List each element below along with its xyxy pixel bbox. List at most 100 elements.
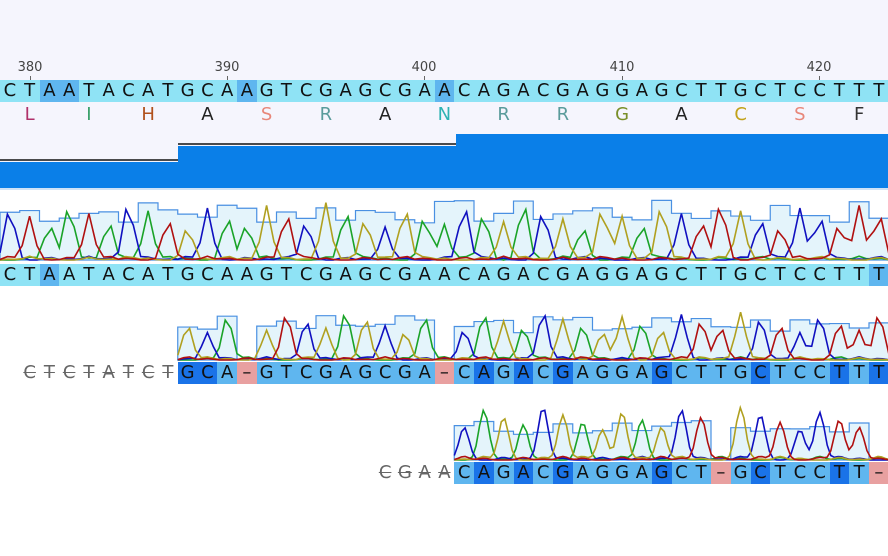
base[interactable]: C (197, 264, 218, 286)
base[interactable]: T (711, 80, 731, 102)
base[interactable]: C (296, 264, 316, 286)
base[interactable]: G (395, 80, 415, 102)
base[interactable]: T (711, 362, 731, 384)
base[interactable]: A (572, 362, 593, 384)
base[interactable]: G (316, 80, 336, 102)
base[interactable]: G (592, 362, 613, 384)
gap-base[interactable]: – (869, 462, 888, 484)
base[interactable]: A (217, 80, 237, 102)
base[interactable]: G (651, 80, 672, 102)
base[interactable]: A (513, 80, 534, 102)
base[interactable]: C (0, 264, 20, 286)
base[interactable]: G (592, 264, 613, 286)
base[interactable]: T (158, 80, 178, 102)
read2-sequence[interactable]: C G A A C A G A C G A G G A G C T – G C T C C T T – (0, 462, 888, 484)
base[interactable]: C (296, 362, 316, 384)
read1-sequence[interactable]: C T C T A T C T G C A – G T C G A G C G A – C A G A C G A G G A G C T T G C T C… (0, 362, 888, 384)
base[interactable]: A (59, 264, 79, 286)
base[interactable]: A (414, 80, 435, 102)
base[interactable]: G (553, 80, 573, 102)
base[interactable]: T (691, 80, 711, 102)
base[interactable]: C (0, 80, 20, 102)
base[interactable]: C (454, 362, 474, 384)
base[interactable]: T (79, 80, 99, 102)
base[interactable]: T (691, 362, 711, 384)
base[interactable]: T (276, 362, 297, 384)
base[interactable]: C (790, 462, 810, 484)
base[interactable]: G (730, 362, 751, 384)
base[interactable]: T (158, 264, 178, 286)
base[interactable]: A (414, 362, 435, 384)
base[interactable]: G (256, 264, 277, 286)
base[interactable]: C (454, 264, 474, 286)
base[interactable]: A (39, 264, 60, 286)
base[interactable]: C (809, 80, 830, 102)
base[interactable]: T (711, 264, 731, 286)
base[interactable]: C (790, 264, 810, 286)
base[interactable]: T (276, 80, 297, 102)
base[interactable]: A (572, 80, 593, 102)
base[interactable]: C (296, 80, 316, 102)
base[interactable]: A (414, 264, 435, 286)
base[interactable]: A (138, 264, 158, 286)
base[interactable]: C (197, 80, 218, 102)
base[interactable]: G (651, 362, 672, 384)
base[interactable]: G (612, 462, 632, 484)
base[interactable]: T (829, 462, 850, 484)
base[interactable]: T (829, 362, 850, 384)
base[interactable]: A (59, 80, 79, 102)
base[interactable]: A (572, 462, 593, 484)
base[interactable]: T (849, 264, 869, 286)
base[interactable]: G (316, 264, 336, 286)
base[interactable]: C (809, 462, 830, 484)
base[interactable]: T (79, 264, 99, 286)
base[interactable]: A (513, 462, 534, 484)
base[interactable]: C (750, 264, 771, 286)
base[interactable]: G (355, 80, 376, 102)
base[interactable]: A (335, 80, 356, 102)
base[interactable]: G (592, 80, 613, 102)
base[interactable]: A (474, 462, 494, 484)
base[interactable]: C (671, 80, 692, 102)
base[interactable]: A (98, 264, 119, 286)
base[interactable]: A (513, 362, 534, 384)
base[interactable]: C (118, 264, 139, 286)
base[interactable]: T (770, 264, 790, 286)
base[interactable]: G (730, 462, 751, 484)
base[interactable]: C (533, 462, 553, 484)
base[interactable]: T (770, 80, 790, 102)
base[interactable]: A (474, 264, 494, 286)
base[interactable]: T (770, 362, 790, 384)
base[interactable]: A (138, 80, 158, 102)
base[interactable]: A (632, 264, 652, 286)
base[interactable]: A (237, 80, 257, 102)
base[interactable]: G (177, 80, 198, 102)
base[interactable]: G (612, 80, 632, 102)
base[interactable]: T (829, 80, 850, 102)
base[interactable]: A (513, 264, 534, 286)
base[interactable]: G (730, 264, 751, 286)
base[interactable]: C (671, 462, 692, 484)
base[interactable]: A (474, 80, 494, 102)
base[interactable]: T (770, 462, 790, 484)
base[interactable]: G (256, 80, 277, 102)
base[interactable]: T (691, 264, 711, 286)
base[interactable]: A (217, 362, 237, 384)
base[interactable]: T (869, 362, 888, 384)
base[interactable]: C (533, 362, 553, 384)
base[interactable]: C (533, 80, 553, 102)
base[interactable]: G (177, 362, 198, 384)
base[interactable]: G (553, 462, 573, 484)
gap-base[interactable]: – (711, 462, 731, 484)
base[interactable]: A (39, 80, 60, 102)
base[interactable]: A (98, 80, 119, 102)
base[interactable]: G (256, 362, 277, 384)
base[interactable]: C (118, 80, 139, 102)
base[interactable]: C (533, 264, 553, 286)
base[interactable]: C (454, 462, 474, 484)
base[interactable]: T (869, 80, 888, 102)
base[interactable]: C (671, 264, 692, 286)
base[interactable]: T (19, 264, 40, 286)
base[interactable]: C (671, 362, 692, 384)
